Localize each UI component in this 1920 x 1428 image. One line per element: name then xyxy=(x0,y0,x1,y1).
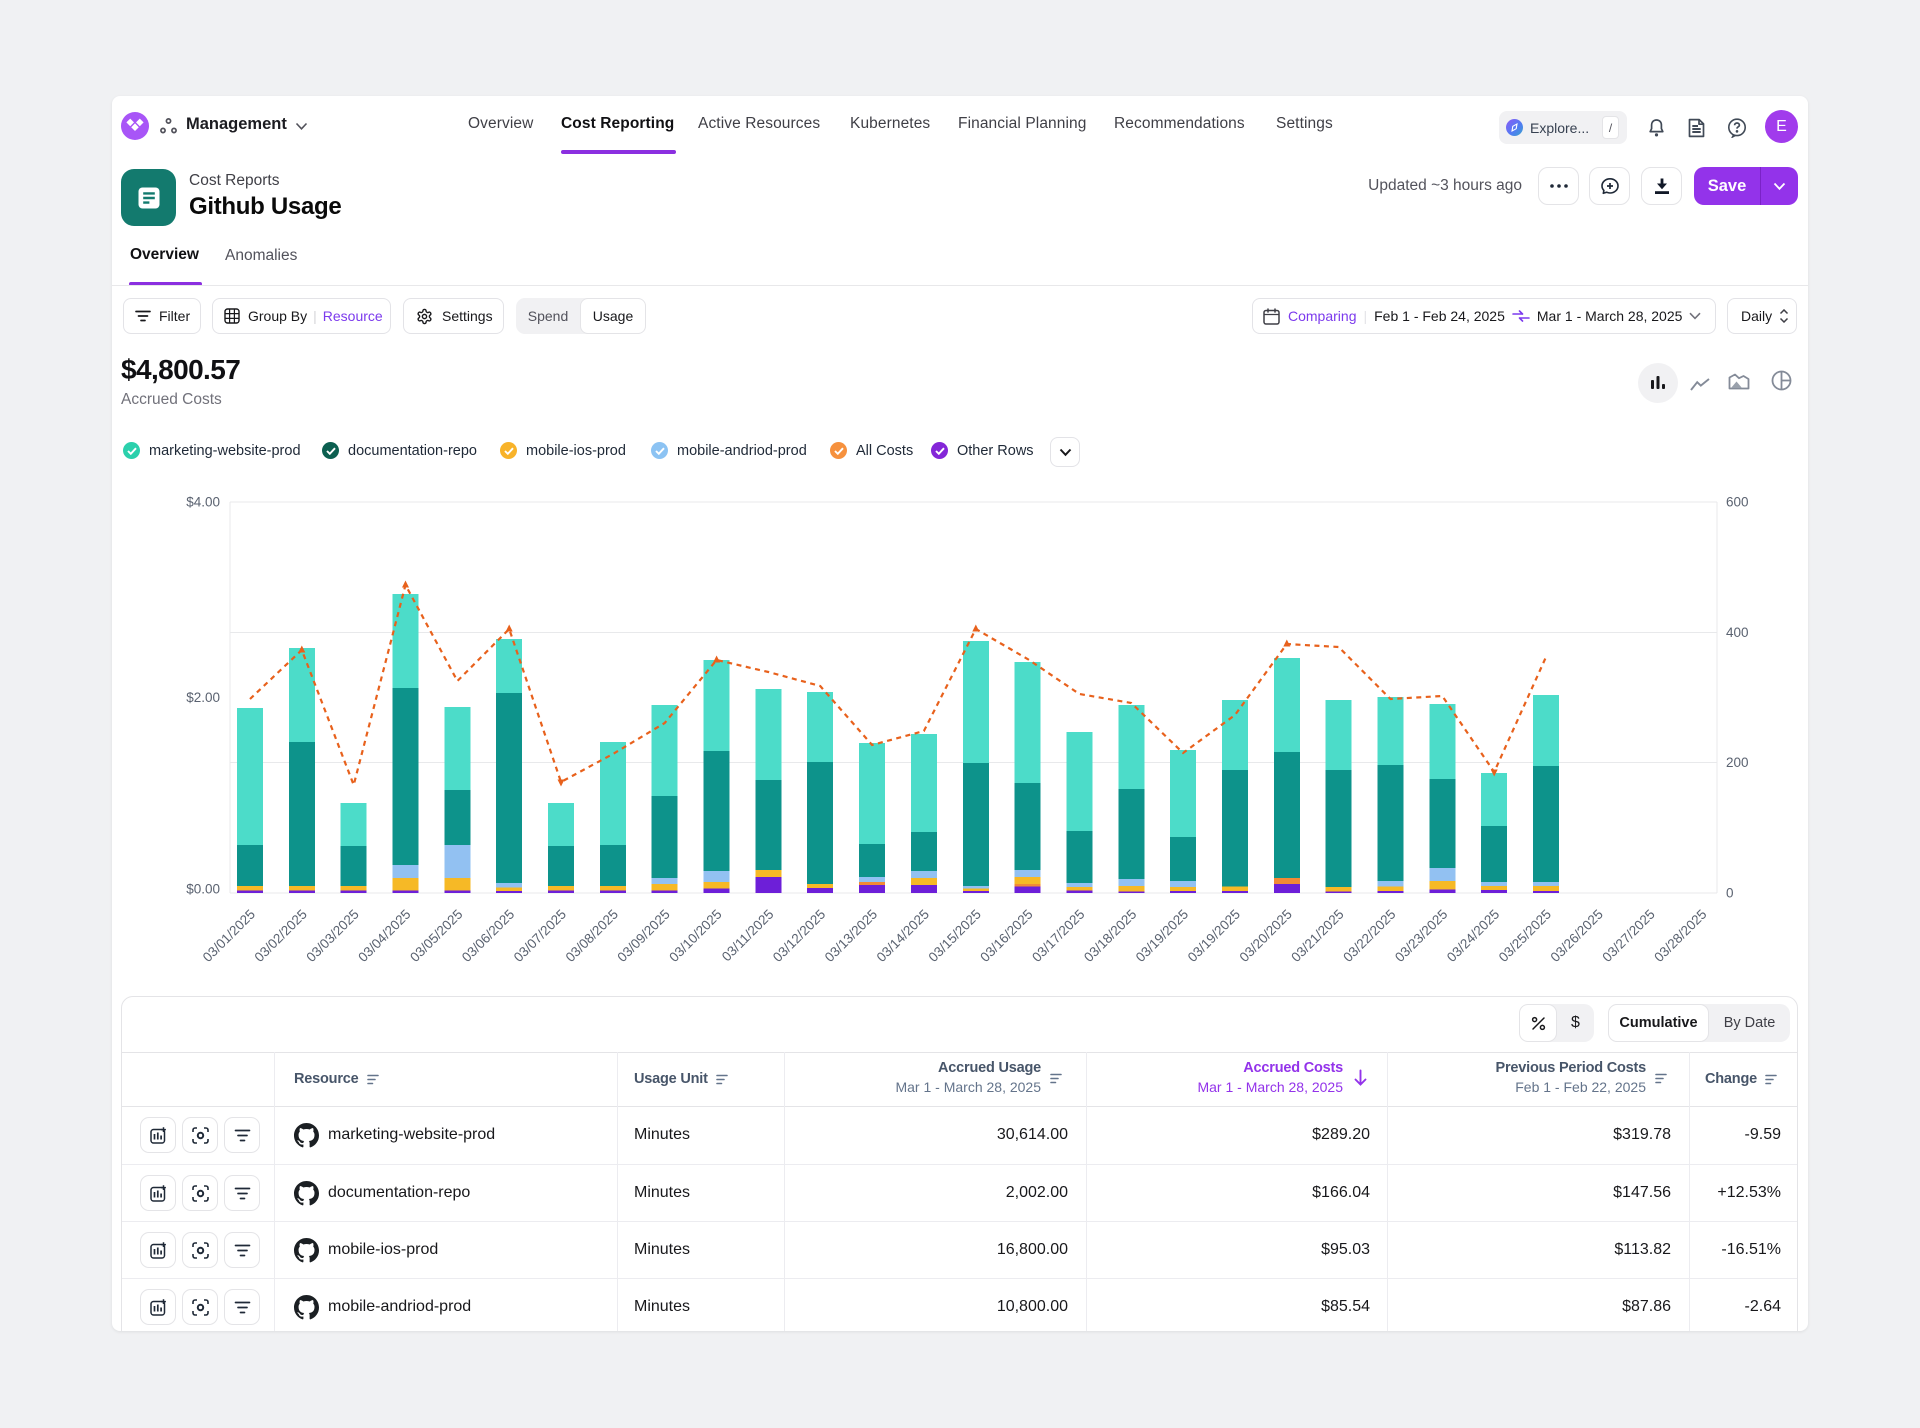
svg-text:03/27/2025: 03/27/2025 xyxy=(1599,907,1657,965)
svg-text:03/01/2025: 03/01/2025 xyxy=(200,907,258,965)
svg-text:200: 200 xyxy=(1726,755,1749,770)
svg-text:03/22/2025: 03/22/2025 xyxy=(1340,907,1398,965)
svg-text:03/28/2025: 03/28/2025 xyxy=(1651,907,1709,965)
svg-text:0: 0 xyxy=(1726,886,1734,901)
svg-text:03/26/2025: 03/26/2025 xyxy=(1548,907,1606,965)
svg-text:03/19/2025: 03/19/2025 xyxy=(1133,907,1191,965)
svg-text:$4.00: $4.00 xyxy=(186,495,220,510)
svg-text:03/13/2025: 03/13/2025 xyxy=(822,907,880,965)
svg-text:03/25/2025: 03/25/2025 xyxy=(1496,907,1554,965)
svg-text:03/03/2025: 03/03/2025 xyxy=(303,907,361,965)
svg-text:03/02/2025: 03/02/2025 xyxy=(252,907,310,965)
svg-text:03/20/2025: 03/20/2025 xyxy=(1237,907,1295,965)
svg-text:600: 600 xyxy=(1726,495,1749,510)
svg-text:03/23/2025: 03/23/2025 xyxy=(1392,907,1450,965)
svg-text:400: 400 xyxy=(1726,625,1749,640)
svg-text:03/19/2025: 03/19/2025 xyxy=(1185,907,1243,965)
svg-text:$0.00: $0.00 xyxy=(186,882,220,897)
svg-text:03/08/2025: 03/08/2025 xyxy=(563,907,621,965)
svg-text:03/14/2025: 03/14/2025 xyxy=(874,907,932,965)
svg-text:03/06/2025: 03/06/2025 xyxy=(459,907,517,965)
svg-text:$2.00: $2.00 xyxy=(186,690,220,705)
svg-text:03/21/2025: 03/21/2025 xyxy=(1288,907,1346,965)
svg-text:03/09/2025: 03/09/2025 xyxy=(614,907,672,965)
svg-text:03/05/2025: 03/05/2025 xyxy=(407,907,465,965)
svg-text:03/12/2025: 03/12/2025 xyxy=(770,907,828,965)
svg-text:03/18/2025: 03/18/2025 xyxy=(1081,907,1139,965)
svg-text:03/11/2025: 03/11/2025 xyxy=(719,907,777,965)
svg-text:03/16/2025: 03/16/2025 xyxy=(977,907,1035,965)
svg-text:03/24/2025: 03/24/2025 xyxy=(1444,907,1502,965)
svg-text:03/10/2025: 03/10/2025 xyxy=(666,907,724,965)
svg-text:03/07/2025: 03/07/2025 xyxy=(511,907,569,965)
svg-text:03/17/2025: 03/17/2025 xyxy=(1029,907,1087,965)
svg-text:03/15/2025: 03/15/2025 xyxy=(926,907,984,965)
svg-text:03/04/2025: 03/04/2025 xyxy=(355,907,413,965)
